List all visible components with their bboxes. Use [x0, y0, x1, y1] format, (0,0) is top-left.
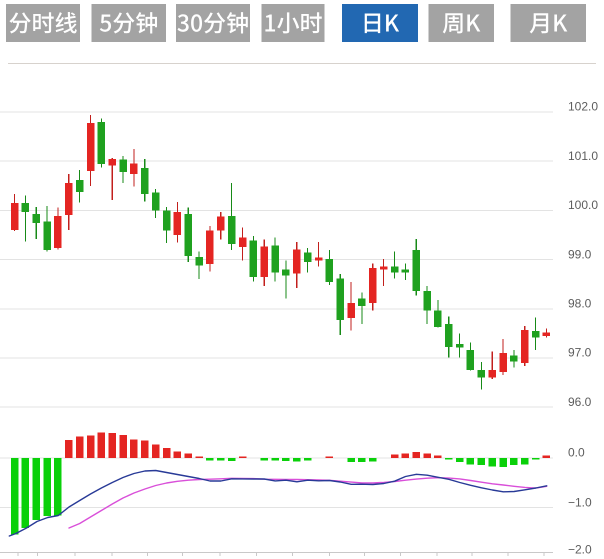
svg-text:102.0: 102.0 [568, 100, 598, 114]
svg-text:98.0: 98.0 [568, 297, 592, 311]
svg-text:−1.0: −1.0 [568, 495, 592, 509]
svg-text:99.0: 99.0 [568, 247, 592, 261]
svg-text:−2.0: −2.0 [568, 543, 592, 557]
svg-text:100.0: 100.0 [568, 198, 598, 212]
svg-text:97.0: 97.0 [568, 346, 592, 360]
svg-text:0.0: 0.0 [568, 446, 585, 460]
svg-text:101.0: 101.0 [568, 149, 598, 163]
svg-text:96.0: 96.0 [568, 395, 592, 409]
